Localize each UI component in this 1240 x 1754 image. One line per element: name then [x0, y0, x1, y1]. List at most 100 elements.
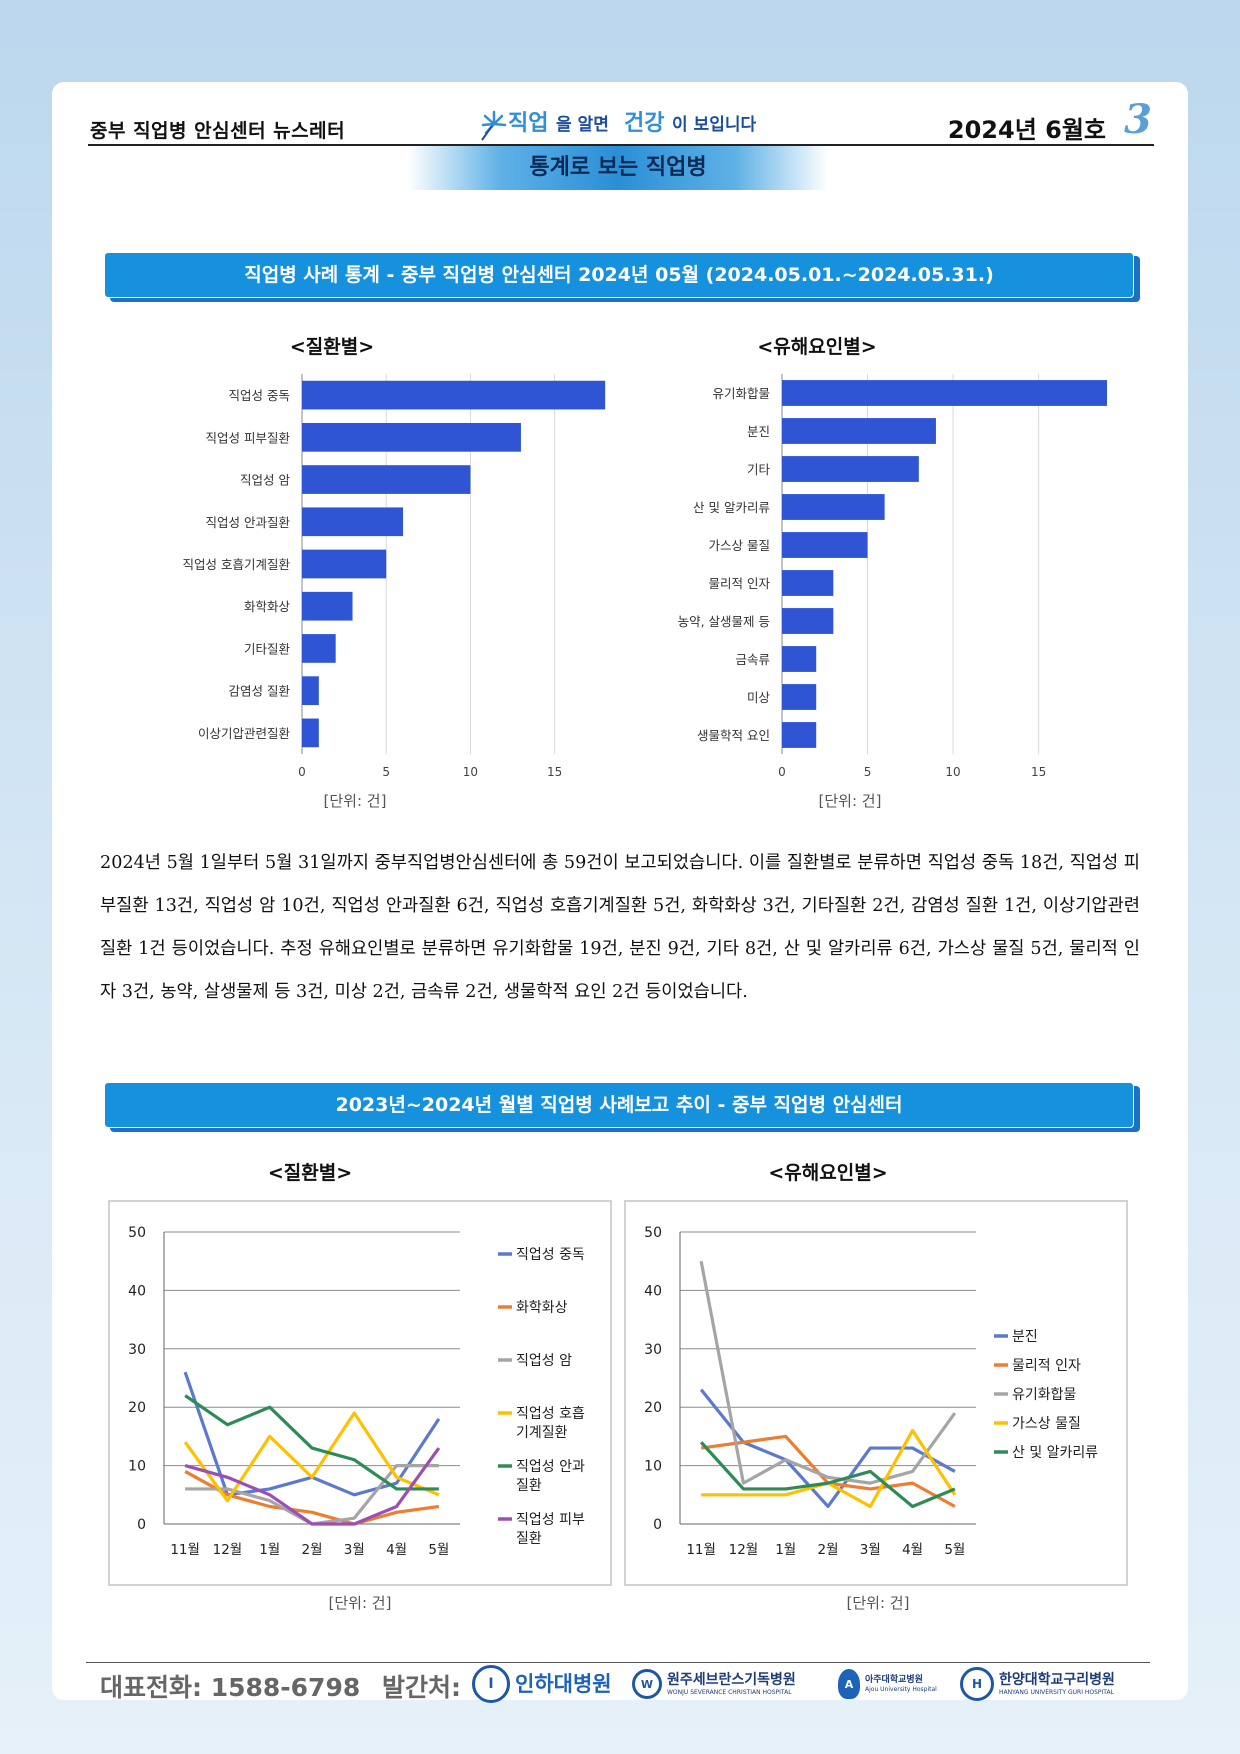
inha-hospital-logo: I 인하대병원 — [472, 1662, 612, 1706]
line-disease-legend-label: 기계질환 — [516, 1425, 568, 1441]
line-disease-legend-label: 직업성 중독 — [516, 1247, 585, 1263]
line-hazard-x-tick-label: 4월 — [902, 1542, 923, 1558]
line-hazard-y-tick-label: 10 — [644, 1459, 662, 1475]
line-hazard-y-tick-label: 50 — [644, 1225, 662, 1241]
line-hazard-series-line — [699, 1441, 956, 1509]
trend-banner-text: 2023년~2024년 월별 직업병 사례보고 추이 - 중부 직업병 안심센터 — [104, 1082, 1134, 1128]
line-disease-legend-label: 직업성 안과 — [516, 1459, 585, 1475]
page-number: 3 — [1124, 96, 1152, 143]
summary-paragraph: 2024년 5월 1일부터 5월 31일까지 중부직업병안심센터에 총 59건이… — [100, 853, 1140, 1002]
bar-hazard-bar — [782, 608, 834, 634]
line-hazard-x-tick-label: 1월 — [775, 1542, 796, 1558]
line-disease-title: <질환별> — [267, 1162, 353, 1184]
line-disease-legend-label: 질환 — [516, 1531, 542, 1547]
line-hazard-y-tick-label: 20 — [644, 1400, 662, 1416]
slogan-logo: 직업 을 알면 건강 이 보입니다 — [480, 102, 780, 142]
bar-disease-category-label: 직업성 호흡기계질환 — [183, 557, 291, 572]
line-disease-x-tick-label: 4월 — [386, 1542, 407, 1558]
svg-text:건강: 건강 — [624, 111, 664, 136]
ajou-emblem-icon: A — [838, 1669, 860, 1699]
line-disease-x-tick-label: 12월 — [213, 1542, 243, 1558]
line-hazard-y-tick-label: 30 — [644, 1342, 662, 1358]
bar-disease-tick-label: 10 — [463, 765, 478, 779]
line-disease-series-line — [184, 1394, 439, 1491]
bar-disease-bar — [302, 634, 336, 663]
publisher-label: 발간처: — [382, 1673, 461, 1702]
bar-hazard-bar — [782, 684, 817, 710]
bar-disease-category-label: 직업성 피부질환 — [206, 430, 291, 445]
bar-hazard-category-label: 생물학적 요인 — [697, 728, 770, 743]
line-hazard-x-tick-label: 2월 — [817, 1542, 838, 1558]
svg-text:이 보입니다: 이 보입니다 — [672, 115, 756, 135]
bar-disease-title: <질환별> — [289, 336, 375, 358]
bar-hazard-category-label: 유기화합물 — [712, 386, 770, 401]
line-disease-x-tick-label: 1월 — [259, 1542, 280, 1558]
bar-hazard-category-label: 금속류 — [735, 652, 770, 667]
line-disease-legend-label: 직업성 암 — [516, 1353, 572, 1369]
wonju-emblem-icon: W — [632, 1669, 662, 1699]
bar-hazard-bar — [782, 646, 817, 672]
line-hazard-legend-label: 산 및 알카리류 — [1012, 1445, 1098, 1461]
line-disease-x-tick-label: 11월 — [170, 1542, 200, 1558]
issue-date: 2024년 6월호 — [947, 116, 1106, 144]
line-hazard-series-line — [699, 1260, 957, 1485]
line-disease-x-tick-label: 2월 — [301, 1542, 322, 1558]
line-disease-y-tick-label: 30 — [128, 1342, 146, 1358]
bar-hazard-bar — [782, 494, 885, 520]
line-disease-y-tick-label: 10 — [128, 1459, 146, 1475]
sunburst-icon: 직업 을 알면 건강 이 보입니다 — [481, 110, 756, 141]
line-hazard-legend-label: 물리적 인자 — [1012, 1358, 1081, 1374]
line-disease-series-line — [184, 1447, 441, 1526]
line-disease-legend-label: 직업성 호흡 — [516, 1406, 585, 1422]
bar-disease-category-label: 이상기압관련질환 — [198, 726, 291, 741]
footer-divider — [86, 1662, 1150, 1663]
bar-hazard-category-label: 미상 — [747, 690, 771, 705]
line-disease-legend-label: 화학화상 — [516, 1300, 568, 1316]
monthly-stats-banner-text: 직업병 사례 통계 - 중부 직업병 안심센터 2024년 05월 (2024.… — [104, 252, 1134, 298]
line-chart-disease: 0 10 20 30 40 50 11월 12월 1월 2월 3월 4월 5월 직업성 중독화학화상직업성… — [128, 1225, 585, 1558]
bar-disease-bar — [302, 549, 387, 579]
header-divider — [88, 144, 1154, 146]
bar-hazard-tick-label: 10 — [945, 765, 960, 779]
line-hazard-title: <유해요인별> — [768, 1162, 888, 1184]
line-hazard-legend-label: 유기화합물 — [1012, 1387, 1077, 1403]
line-hazard-x-tick-label: 11월 — [686, 1542, 716, 1558]
line-hazard-y-tick-label: 40 — [644, 1283, 662, 1299]
line-disease-y-tick-label: 20 — [128, 1400, 146, 1416]
line-disease-y-tick-label: 50 — [128, 1225, 146, 1241]
bar-hazard-category-label: 분진 — [747, 424, 770, 439]
hanyang-guri-logo: H 한양대학교구리병원 HANYANG UNIVERSITY GURI HOSP… — [960, 1662, 1115, 1706]
line-disease-y-tick-label: 40 — [128, 1283, 146, 1299]
bar-disease-category-label: 기타질환 — [244, 641, 291, 656]
bar-hazard-category-label: 물리적 인자 — [709, 576, 771, 591]
svg-text:을 알면: 을 알면 — [556, 115, 609, 135]
bar-disease-bar — [302, 507, 404, 537]
line-disease-unit: [단위: 건] — [328, 1594, 392, 1612]
bar-disease-category-label: 화학화상 — [244, 599, 291, 614]
bar-disease-tick-label: 15 — [547, 765, 562, 779]
bar-hazard-bar — [782, 456, 919, 482]
bar-hazard-bar — [782, 570, 834, 596]
trend-banner: 2023년~2024년 월별 직업병 사례보고 추이 - 중부 직업병 안심센터 — [104, 1082, 1140, 1132]
bar-disease-bar — [302, 676, 319, 706]
bar-disease-bar — [302, 591, 353, 621]
line-disease-legend-label: 질환 — [516, 1478, 542, 1494]
inha-emblem-icon: I — [472, 1665, 510, 1703]
bar-hazard-category-label: 기타 — [747, 462, 771, 477]
line-disease-box: 0 10 20 30 40 50 11월 12월 1월 2월 3월 4월 5월 직업성 중독 화학화상 직업성… — [108, 1200, 612, 1586]
bar-disease-tick-label: 0 — [298, 765, 306, 779]
line-hazard-legend-label: 분진 — [1012, 1329, 1038, 1345]
contact-phone: 대표전화: 1588-6798 — [100, 1673, 361, 1702]
bar-hazard-category-label: 농약, 살생물제 등 — [678, 614, 770, 629]
bar-disease-category-label: 직업성 암 — [240, 473, 290, 488]
bar-hazard-category-label: 가스상 물질 — [709, 538, 770, 553]
bar-hazard-bar — [782, 380, 1107, 406]
line-disease-x-tick-label: 3월 — [344, 1542, 365, 1558]
line-disease-series-line — [184, 1470, 440, 1526]
bar-hazard-title: <유해요인별> — [757, 336, 877, 358]
line-disease-y-tick-label: 0 — [137, 1517, 146, 1533]
bar-hazard-bar — [782, 722, 817, 748]
